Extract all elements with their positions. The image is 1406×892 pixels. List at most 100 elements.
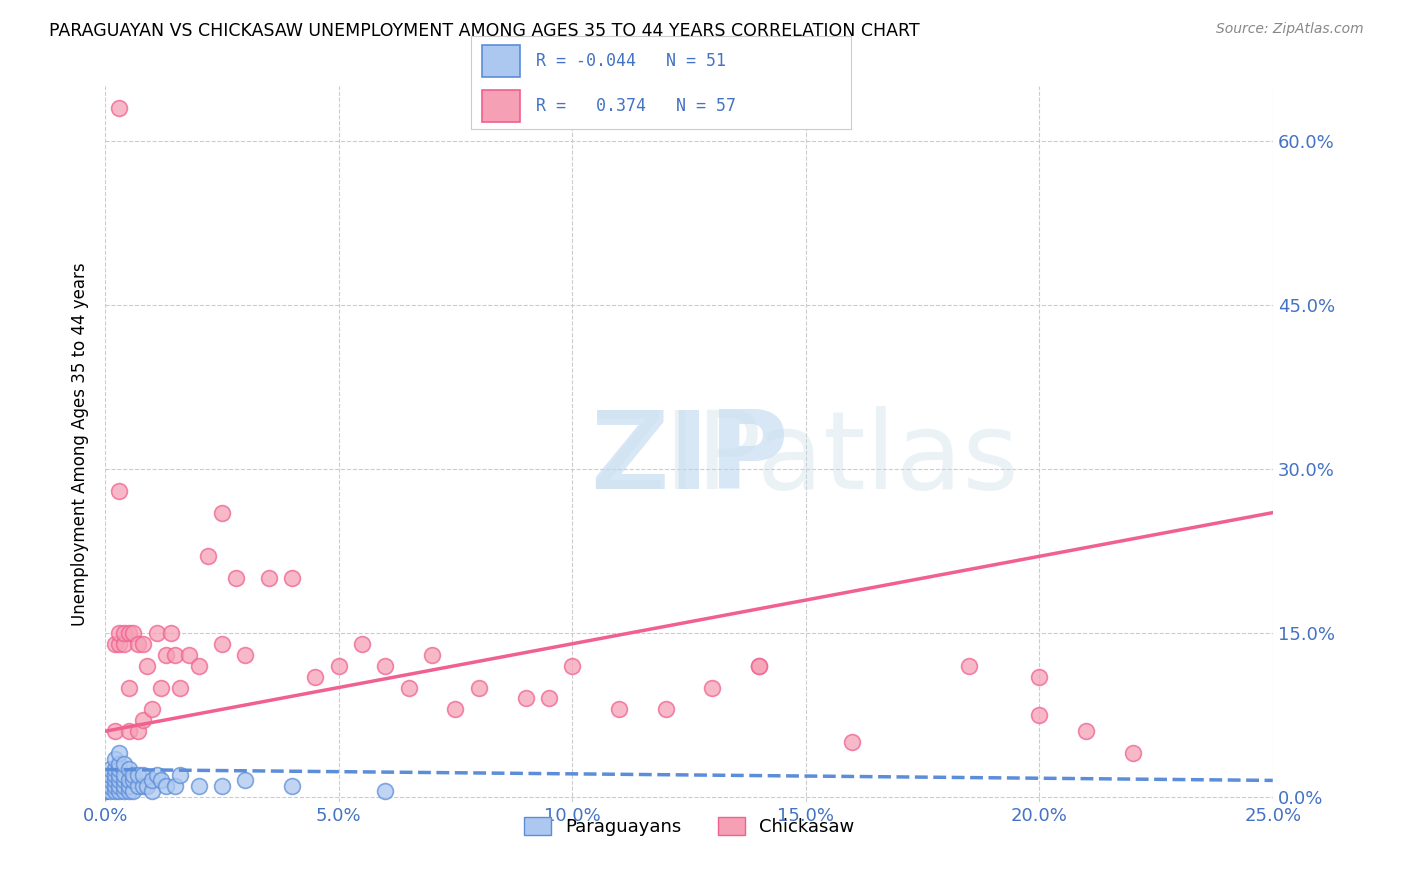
- Point: [155, 648, 177, 662]
- Point: [150, 773, 173, 788]
- Point: [352, 637, 374, 651]
- Point: [103, 637, 125, 651]
- Point: [98, 784, 121, 798]
- Point: [328, 658, 350, 673]
- Point: [108, 625, 131, 640]
- Point: [211, 637, 233, 651]
- Point: [108, 101, 131, 115]
- Point: [108, 637, 131, 651]
- Point: [117, 763, 139, 777]
- Point: [112, 625, 135, 640]
- Point: [141, 702, 163, 716]
- Point: [127, 779, 149, 793]
- Point: [233, 773, 256, 788]
- Point: [117, 681, 139, 695]
- Point: [98, 768, 121, 782]
- Point: [108, 779, 131, 793]
- Text: Source: ZipAtlas.com: Source: ZipAtlas.com: [1216, 22, 1364, 37]
- Point: [136, 658, 159, 673]
- Point: [374, 784, 396, 798]
- FancyBboxPatch shape: [482, 90, 520, 122]
- Point: [98, 779, 121, 793]
- Point: [141, 773, 163, 788]
- Point: [122, 768, 145, 782]
- Point: [468, 681, 491, 695]
- Point: [117, 779, 139, 793]
- Point: [159, 625, 181, 640]
- Legend: Paraguayans, Chickasaw: Paraguayans, Chickasaw: [516, 810, 862, 843]
- Point: [127, 768, 149, 782]
- Point: [1122, 746, 1144, 760]
- Point: [112, 768, 135, 782]
- Point: [127, 724, 149, 739]
- Point: [103, 779, 125, 793]
- Point: [561, 658, 583, 673]
- Point: [94, 784, 117, 798]
- Point: [112, 637, 135, 651]
- Point: [108, 768, 131, 782]
- Point: [108, 784, 131, 798]
- Point: [94, 779, 117, 793]
- Text: ZIPatlas: ZIPatlas: [589, 406, 1018, 512]
- Point: [654, 702, 676, 716]
- Point: [108, 763, 131, 777]
- Point: [103, 784, 125, 798]
- Point: [141, 784, 163, 798]
- Point: [179, 648, 201, 662]
- Point: [131, 768, 153, 782]
- Point: [197, 549, 219, 564]
- Point: [122, 784, 145, 798]
- Point: [150, 681, 173, 695]
- Point: [112, 784, 135, 798]
- Point: [145, 768, 167, 782]
- Point: [136, 779, 159, 793]
- Point: [98, 773, 121, 788]
- Point: [748, 658, 770, 673]
- Point: [127, 637, 149, 651]
- Point: [748, 658, 770, 673]
- Point: [98, 779, 121, 793]
- Point: [1028, 707, 1050, 722]
- Point: [117, 784, 139, 798]
- Point: [108, 757, 131, 772]
- Point: [257, 571, 280, 585]
- Point: [131, 714, 153, 728]
- Point: [145, 625, 167, 640]
- Point: [169, 768, 191, 782]
- FancyBboxPatch shape: [482, 45, 520, 77]
- Point: [211, 779, 233, 793]
- Point: [211, 506, 233, 520]
- Point: [131, 779, 153, 793]
- Point: [537, 691, 560, 706]
- Point: [155, 779, 177, 793]
- Point: [165, 779, 187, 793]
- Point: [112, 779, 135, 793]
- Point: [187, 779, 209, 793]
- Point: [98, 763, 121, 777]
- Point: [94, 773, 117, 788]
- Point: [103, 773, 125, 788]
- Point: [117, 724, 139, 739]
- Point: [281, 571, 304, 585]
- Point: [112, 773, 135, 788]
- Point: [374, 658, 396, 673]
- Point: [94, 784, 117, 798]
- Text: ZIP: ZIP: [589, 406, 789, 512]
- Point: [103, 724, 125, 739]
- Point: [108, 483, 131, 498]
- Point: [103, 763, 125, 777]
- Point: [702, 681, 724, 695]
- Point: [304, 669, 326, 683]
- Point: [169, 681, 191, 695]
- Point: [108, 746, 131, 760]
- Point: [841, 735, 863, 749]
- Point: [1074, 724, 1097, 739]
- Point: [122, 625, 145, 640]
- Point: [225, 571, 247, 585]
- Text: R = -0.044   N = 51: R = -0.044 N = 51: [536, 52, 725, 70]
- Point: [103, 768, 125, 782]
- Point: [112, 757, 135, 772]
- Point: [122, 773, 145, 788]
- Point: [131, 637, 153, 651]
- Text: PARAGUAYAN VS CHICKASAW UNEMPLOYMENT AMONG AGES 35 TO 44 YEARS CORRELATION CHART: PARAGUAYAN VS CHICKASAW UNEMPLOYMENT AMO…: [49, 22, 920, 40]
